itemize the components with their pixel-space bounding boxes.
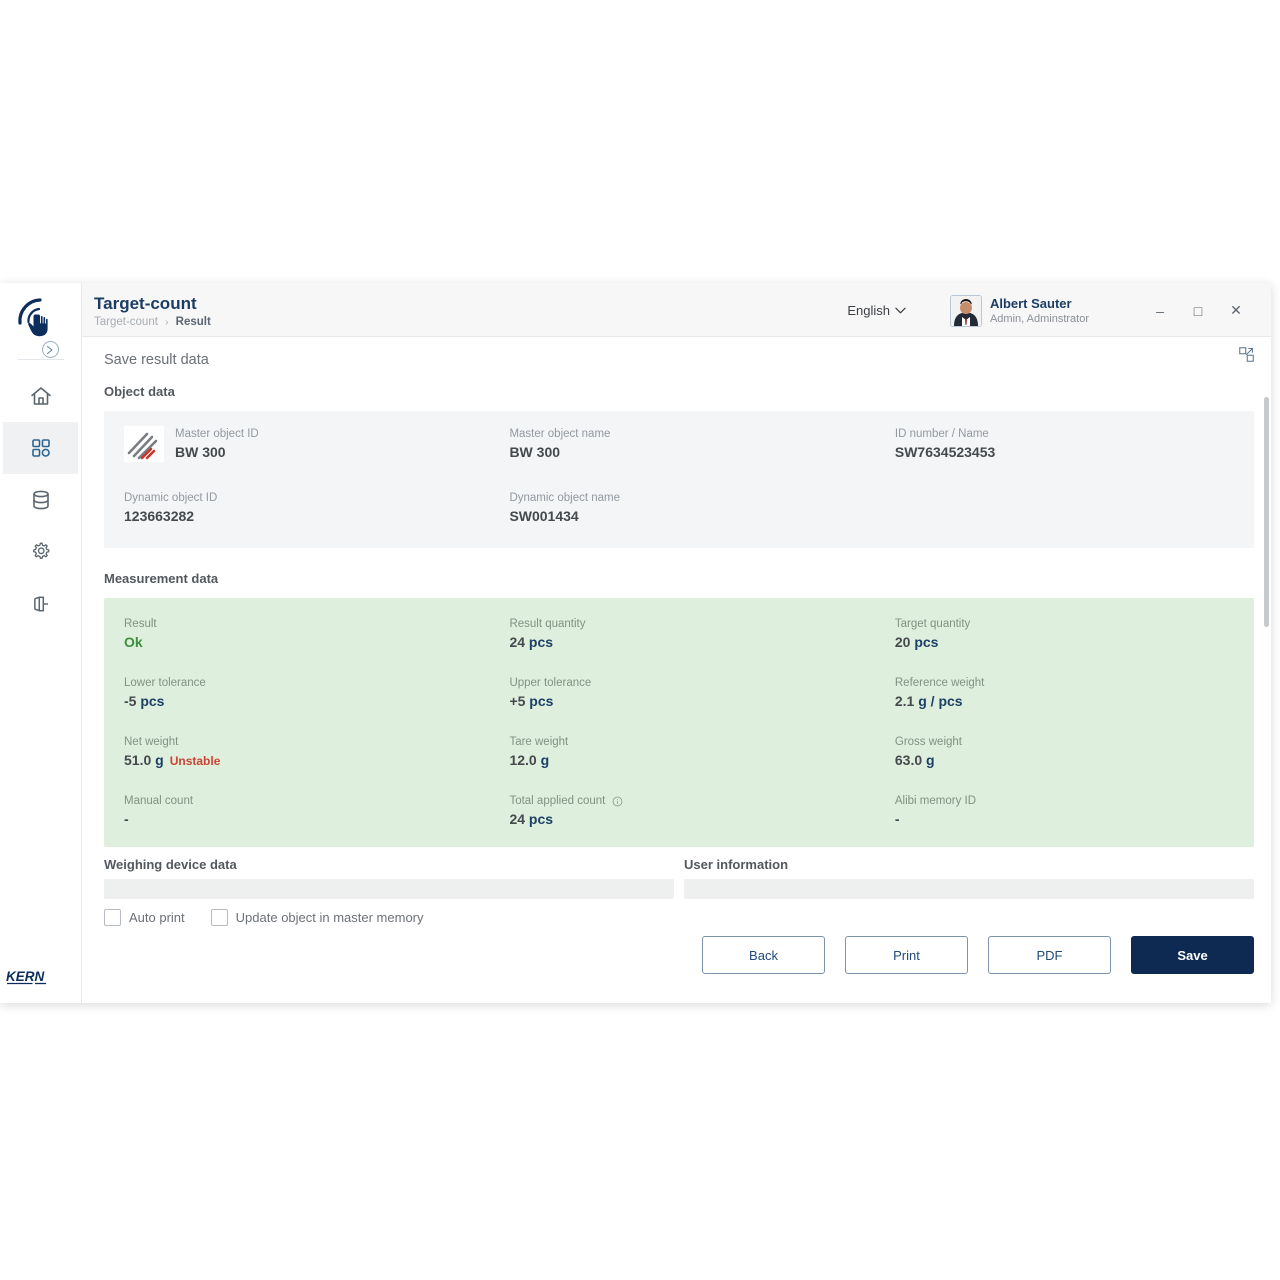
svg-text:KERN: KERN	[6, 969, 45, 984]
